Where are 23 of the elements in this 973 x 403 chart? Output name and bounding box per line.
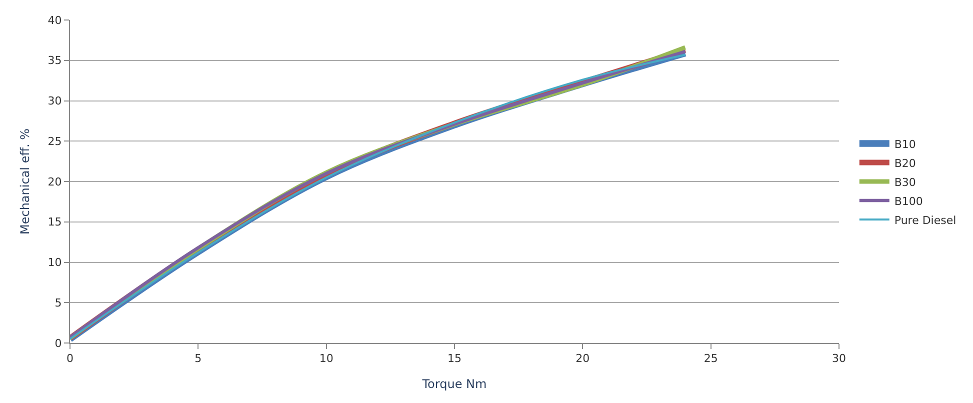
x-tick-label: 25 (704, 352, 718, 366)
y-tick-label: 35 (48, 54, 62, 68)
legend-label: B30 (894, 176, 916, 189)
y-tick-label: 30 (48, 94, 62, 108)
y-tick-label: 40 (48, 14, 62, 27)
y-tick-label: 0 (54, 336, 62, 350)
y-tick-label: 20 (48, 175, 62, 188)
y-tick-label: 15 (48, 216, 62, 229)
legend-label: B10 (894, 138, 916, 151)
x-axis-title: Torque Nm (421, 377, 487, 392)
x-tick-label: 10 (319, 352, 334, 366)
y-tick-label: 10 (48, 256, 62, 270)
x-tick-label: 0 (66, 352, 74, 366)
legend-label: B20 (894, 156, 916, 170)
legend-label: B100 (894, 194, 923, 208)
x-tick-label: 5 (194, 352, 202, 366)
y-axis-title: Mechanical eff. % (18, 128, 32, 235)
y-tick-label: 25 (48, 134, 62, 148)
x-tick-label: 15 (448, 352, 462, 366)
y-tick-label: 5 (54, 296, 62, 310)
x-tick-label: 20 (576, 352, 590, 366)
x-tick-label: 30 (832, 352, 846, 366)
legend-label: Pure Diesel (894, 214, 956, 227)
